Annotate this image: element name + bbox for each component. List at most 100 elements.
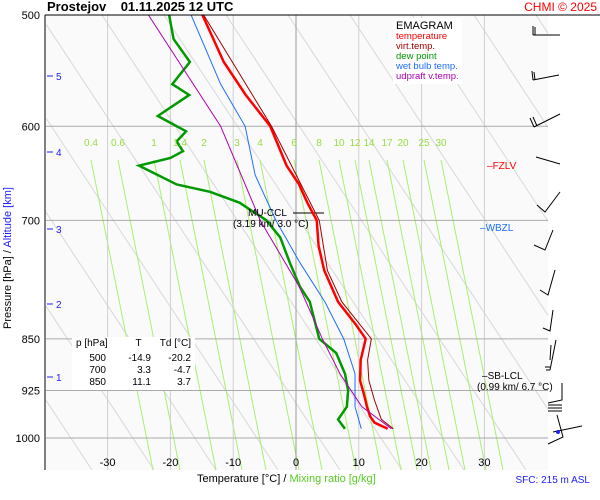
x-tick-label: 20	[415, 457, 427, 469]
plot-area	[46, 15, 548, 470]
mixing-ratio-line	[423, 159, 487, 470]
x-axis-separator: /	[283, 473, 287, 485]
mixing-ratio-label: 8	[316, 138, 322, 149]
legend-item: dew point	[396, 51, 437, 62]
sb-lcl-text: SB-LCL	[487, 371, 523, 382]
credit: CHMI © 2025	[524, 0, 597, 14]
wind-barb	[547, 383, 563, 412]
x-axis-title: Temperature [°C]	[197, 473, 281, 485]
wind-barb	[545, 339, 557, 371]
mu-ccl-label: MU-CCL	[248, 208, 287, 219]
wind-barb	[535, 156, 561, 165]
table-cell: 700	[89, 365, 106, 376]
y-axis-title: Pressure [hPa]	[2, 256, 14, 329]
values-table: p [hPa] T Td [°C] 500 -14.9 -20.2 700 3.3 -4.7 8…	[72, 337, 195, 390]
wind-barb	[542, 309, 554, 332]
y-axis-label: Pressure [hPa] / Altitude [km]	[2, 178, 14, 338]
mixing-ratio-label: 12	[349, 138, 361, 149]
dry-adiabat	[101, 15, 403, 470]
chart-title: Prostejov 01.11.2025 12 UTC	[47, 0, 234, 14]
wbzl-label: –WBZL	[480, 223, 514, 234]
mixing-ratio-line	[203, 159, 267, 470]
altitude-tick-label: 3	[56, 225, 62, 236]
table-cell: -4.7	[173, 365, 191, 376]
dry-adiabat	[287, 15, 548, 411]
altitude-tick-label: 2	[56, 300, 62, 311]
dry-adiabat	[163, 15, 465, 470]
legend: EMAGRAM temperature virt.temp. dew point we…	[393, 18, 462, 84]
table-header: Td [°C]	[159, 338, 191, 349]
mixing-ratio-label: 2	[201, 138, 207, 149]
x-tick-label: 10	[353, 457, 365, 469]
table-cell: -14.9	[128, 353, 151, 364]
fzlv-text: FZLV	[492, 161, 517, 172]
series-wet-bulb-temp	[190, 15, 362, 429]
series-udpraft-v-temp	[148, 15, 392, 430]
series-dew-point	[135, 15, 350, 430]
mixing-ratio-line	[236, 159, 300, 470]
table-header: p [hPa]	[76, 338, 108, 349]
legend-item: virt.temp.	[396, 41, 436, 52]
x-axis-label: Temperature [°C] / Mixing ratio [g/kg]	[197, 473, 376, 485]
dry-adiabat	[225, 15, 527, 470]
mixing-ratio-label: 1.4	[173, 138, 187, 149]
legend-item: wet bulb temp.	[396, 61, 458, 72]
x-tick-label: -30	[100, 457, 116, 469]
y-tick-label: 500	[22, 10, 40, 22]
mixing-ratio-line	[440, 159, 504, 470]
y-tick-label: 1000	[16, 433, 40, 445]
dry-adiabat	[411, 15, 548, 223]
dry-adiabat	[46, 211, 217, 470]
dry-adiabat	[46, 305, 155, 470]
table-row: 850 11.1 3.7	[76, 377, 191, 389]
surface-wind-dot	[556, 430, 560, 434]
altitude-tick-label: 4	[56, 148, 62, 159]
mixing-ratio-label: 1	[151, 138, 157, 149]
wind-barb	[533, 229, 554, 251]
mixing-ratio-label: 17	[381, 138, 393, 149]
dry-adiabat	[46, 23, 341, 470]
mixing-ratio-line	[402, 159, 466, 470]
table-cell: -20.2	[168, 353, 191, 364]
mixing-ratio-line	[179, 159, 243, 470]
wbzl-text: WBZL	[485, 223, 514, 234]
series-virt-temp	[203, 15, 394, 430]
legend-item: temperature	[396, 31, 448, 42]
table-cell: 11.1	[132, 377, 151, 388]
mixing-ratio-line	[368, 159, 432, 470]
mixing-ratio-label: 6	[291, 138, 297, 149]
mixing-ratio-line	[117, 159, 181, 470]
table-cell: 3.7	[177, 377, 191, 388]
x-tick-label: -20	[162, 457, 178, 469]
mixing-ratio-line	[338, 159, 402, 470]
mixing-ratio-label: 14	[363, 138, 375, 149]
table-row: 700 3.3 -4.7	[76, 365, 191, 377]
wind-barb	[539, 269, 556, 296]
plot-content	[46, 15, 548, 470]
surface-info: SFC: 215 m ASL	[515, 475, 590, 486]
table-row: 500 -14.9 -20.2	[76, 353, 191, 365]
sb-lcl-value: (0.99 km/ 6.7 °C)	[477, 382, 553, 393]
mixing-ratio-line	[386, 159, 450, 470]
mixing-ratio-line	[90, 159, 154, 470]
y-axis-separator: /	[2, 250, 14, 254]
fzlv-label: –FZLV	[487, 161, 517, 172]
x-axis-title-mixing: Mixing ratio [g/kg]	[289, 473, 376, 485]
mixing-ratio-line	[354, 159, 418, 470]
wind-barb	[547, 414, 583, 445]
y-tick-label: 850	[22, 334, 40, 346]
mixing-ratio-label: 20	[397, 138, 409, 149]
altitude-tick-label: 1	[56, 373, 62, 384]
wind-barb	[531, 70, 560, 81]
mixing-ratio-line	[153, 159, 217, 470]
legend-item: udpraft v.temp.	[396, 71, 459, 82]
x-tick-label: 0	[293, 457, 299, 469]
mixing-ratio-label: 10	[333, 138, 345, 149]
dry-adiabat	[46, 117, 279, 470]
mixing-ratio-label: 30	[435, 138, 447, 149]
table-header: T	[135, 338, 142, 349]
y-tick-label: 925	[22, 385, 40, 397]
x-tick-label: -10	[225, 457, 241, 469]
